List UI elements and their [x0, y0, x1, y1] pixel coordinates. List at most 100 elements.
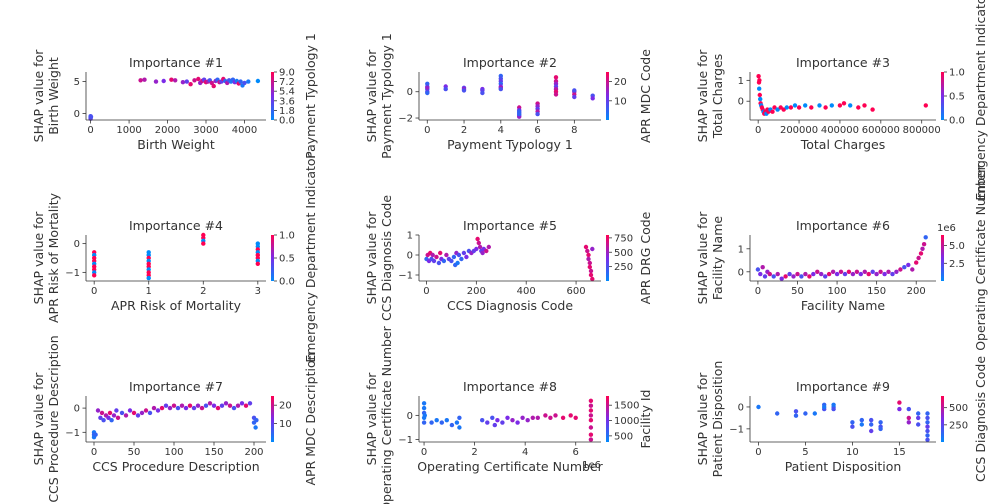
- data-point: [894, 269, 899, 274]
- data-point: [95, 408, 101, 413]
- data-point: [431, 258, 437, 264]
- y-tick-label: 0: [74, 404, 80, 415]
- x-tick-label: 10: [846, 447, 859, 458]
- data-point: [846, 269, 852, 274]
- x-tick-label: 0: [424, 125, 430, 136]
- data-point: [793, 413, 799, 418]
- colorbar-tick-label: 1.8: [279, 106, 295, 117]
- y-tick-label: 5: [74, 77, 80, 88]
- data-point: [587, 260, 592, 266]
- x-tick-label: 0: [91, 447, 97, 458]
- data-point: [425, 90, 430, 96]
- data-point: [159, 405, 165, 411]
- x-tick-label: 8: [571, 125, 577, 136]
- data-point: [191, 405, 197, 411]
- data-point: [457, 425, 462, 430]
- data-point: [444, 252, 449, 258]
- data-point: [923, 103, 928, 108]
- x-axis-label: APR Risk of Mortality: [111, 298, 242, 313]
- y-tick-label: 0: [738, 97, 744, 108]
- colorbar: [941, 235, 944, 281]
- colorbar-tick-label: 250: [614, 262, 633, 273]
- y-axis-label: SHAP value forPatient Disposition: [695, 361, 725, 478]
- colorbar: [271, 72, 274, 120]
- data-point: [155, 408, 161, 413]
- data-point: [475, 236, 480, 242]
- data-point: [850, 271, 856, 277]
- data-point: [916, 415, 921, 421]
- data-point: [492, 422, 497, 428]
- data-point: [925, 428, 930, 434]
- x-tick-label: 150: [867, 286, 886, 297]
- data-point: [869, 417, 874, 423]
- data-point: [138, 78, 143, 83]
- data-point: [142, 77, 147, 82]
- data-point: [196, 76, 201, 82]
- data-point: [874, 271, 879, 277]
- data-point: [809, 105, 814, 110]
- data-point: [803, 271, 808, 277]
- x-tick-label: 200: [907, 286, 926, 297]
- data-point: [588, 413, 594, 418]
- colorbar-label: Operating Certificate Number: [973, 164, 988, 350]
- data-point: [436, 260, 442, 266]
- colorbar-tick-label: 2.5: [949, 259, 965, 270]
- data-point: [588, 418, 594, 423]
- data-point: [803, 103, 808, 108]
- y-tick-label: −1: [65, 428, 80, 439]
- data-point: [914, 260, 919, 265]
- data-point: [146, 275, 151, 281]
- x-tick-label: 0: [87, 125, 93, 136]
- data-point: [859, 422, 864, 427]
- data-point: [831, 402, 836, 407]
- data-point: [560, 415, 566, 420]
- x-tick-label: 0: [755, 125, 761, 136]
- colorbar: [271, 235, 274, 281]
- data-point: [906, 262, 911, 268]
- data-point: [510, 418, 515, 423]
- subplot-title: Importance #3: [796, 55, 890, 70]
- colorbar-tick-label: 250: [949, 420, 968, 431]
- data-point: [758, 271, 763, 277]
- x-offset-text: 1e6: [582, 460, 601, 471]
- data-point: [826, 271, 832, 277]
- data-point: [916, 411, 921, 416]
- data-point: [175, 405, 181, 411]
- data-point: [98, 415, 103, 420]
- y-axis-label-line: Payment Typology 1: [379, 33, 394, 159]
- y-tick-label: 0: [74, 239, 80, 250]
- data-point: [823, 105, 828, 110]
- data-point: [841, 101, 847, 106]
- data-point: [906, 420, 911, 425]
- y-tick-label: −1: [729, 424, 744, 435]
- data-point: [878, 269, 883, 274]
- data-point: [253, 425, 258, 430]
- x-tick-label: 0: [423, 286, 429, 297]
- data-point: [223, 401, 229, 406]
- data-point: [783, 274, 788, 279]
- data-point: [127, 408, 133, 413]
- colorbar: [941, 396, 944, 442]
- data-point: [590, 276, 595, 282]
- x-tick-label: 0: [421, 447, 427, 458]
- y-tick-label: 0: [738, 267, 744, 278]
- y-axis-label-line: SHAP value for: [31, 49, 46, 143]
- data-point: [143, 408, 149, 413]
- data-point: [757, 78, 762, 83]
- colorbar-tick-label: 20: [614, 77, 627, 88]
- x-axis-label: CCS Diagnosis Code: [447, 298, 573, 313]
- data-point: [246, 79, 251, 84]
- subplot-5: 0 200 400 600 −1 0 1 Importance #5 CCS Diagnosis…: [364, 195, 653, 321]
- subplot-6: 0 50 100 150 200 0 1 Importance #6 Facility Name…: [695, 164, 988, 350]
- data-point: [231, 405, 237, 411]
- colorbar-label: APR MDC Description: [303, 352, 318, 485]
- x-axis-label: Patient Disposition: [785, 459, 902, 474]
- colorbar: [606, 72, 609, 120]
- data-point: [192, 78, 197, 83]
- data-point: [897, 406, 902, 412]
- y-tick-label: 0: [407, 251, 413, 262]
- data-point: [772, 105, 777, 110]
- data-point: [811, 271, 816, 277]
- x-tick-label: 150: [204, 447, 223, 458]
- x-tick-label: 50: [791, 286, 804, 297]
